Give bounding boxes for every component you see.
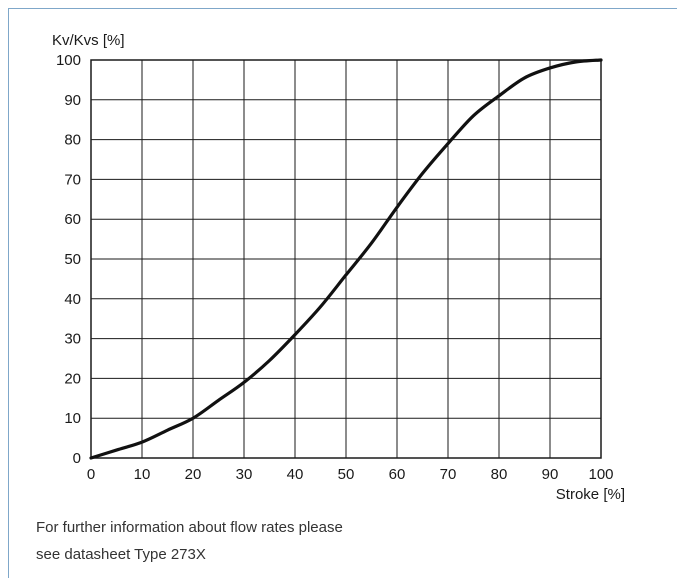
x-tick-label: 30	[236, 466, 253, 483]
x-tick-label: 0	[87, 466, 95, 483]
y-tick-label: 90	[64, 92, 81, 109]
x-tick-label: 50	[338, 466, 355, 483]
y-axis-label: Kv/Kvs [%]	[52, 32, 125, 49]
x-tick-label: 70	[440, 466, 457, 483]
x-tick-label: 100	[588, 466, 613, 483]
x-tick-label: 60	[389, 466, 406, 483]
kv-stroke-chart: 0 10 20 30 40 50 60 70 80 90 100 0 10 20 30 40 50 60 70 80 9…	[52, 32, 625, 503]
flow-rate-note-line-1: For further information about flow rates…	[36, 519, 343, 536]
y-tick-label: 50	[64, 251, 81, 268]
x-tick-label: 10	[134, 466, 151, 483]
y-tick-label: 80	[64, 132, 81, 149]
plot-border	[90, 59, 602, 459]
x-tick-label: 40	[287, 466, 304, 483]
figure-frame	[8, 8, 677, 578]
y-tick-label: 10	[64, 410, 81, 427]
y-tick-label: 60	[64, 211, 81, 228]
y-tick-label: 0	[73, 450, 81, 467]
y-tick-label: 20	[64, 370, 81, 387]
y-tick-label: 100	[56, 52, 81, 69]
flow-rate-note-line-2: see datasheet Type 273X	[36, 546, 206, 563]
y-tick-label: 70	[64, 171, 81, 188]
y-tick-label: 30	[64, 331, 81, 348]
y-tick-label: 40	[64, 291, 81, 308]
x-axis-label: Stroke [%]	[556, 486, 625, 503]
x-tick-label: 90	[542, 466, 559, 483]
x-tick-label: 20	[185, 466, 202, 483]
x-tick-label: 80	[491, 466, 508, 483]
kv-characteristic-line	[89, 58, 603, 460]
